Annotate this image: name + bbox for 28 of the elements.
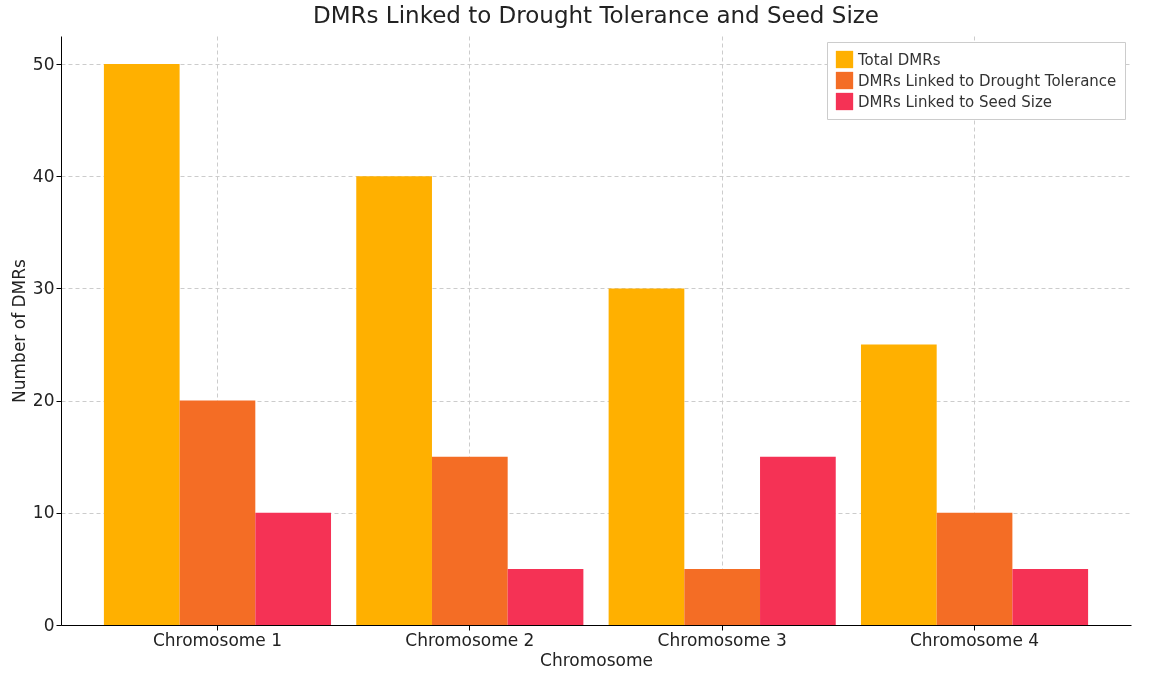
bar bbox=[860, 344, 937, 625]
y-axis-title: Number of DMRs bbox=[8, 258, 29, 403]
legend-label: Total DMRs bbox=[857, 50, 941, 69]
chart-title: DMRs Linked to Drought Tolerance and Seed Size bbox=[313, 2, 879, 28]
bar bbox=[255, 512, 332, 625]
bar bbox=[608, 288, 685, 625]
y-tick-label: 30 bbox=[32, 277, 55, 298]
x-tick-label: Chromosome 3 bbox=[657, 629, 787, 650]
bar bbox=[431, 456, 508, 625]
bar bbox=[1012, 568, 1089, 625]
bar bbox=[684, 568, 761, 625]
bar bbox=[507, 568, 584, 625]
y-tick-label: 10 bbox=[32, 502, 55, 523]
y-tick-label: 0 bbox=[43, 614, 55, 635]
x-tick-label: Chromosome 4 bbox=[909, 629, 1040, 650]
bar bbox=[179, 400, 256, 625]
bar bbox=[760, 456, 836, 625]
bar bbox=[936, 512, 1013, 625]
y-tick-label: 50 bbox=[32, 53, 55, 74]
legend-label: DMRs Linked to Seed Size bbox=[858, 92, 1053, 111]
y-tick-label: 20 bbox=[32, 390, 55, 411]
bar bbox=[356, 176, 432, 625]
x-axis-title: Chromosome bbox=[540, 649, 653, 670]
y-tick-label: 40 bbox=[32, 165, 55, 186]
x-tick-label: Chromosome 2 bbox=[405, 629, 535, 650]
legend-label: DMRs Linked to Drought Tolerance bbox=[858, 71, 1117, 90]
x-tick-label: Chromosome 1 bbox=[152, 629, 283, 650]
bar bbox=[103, 64, 180, 625]
